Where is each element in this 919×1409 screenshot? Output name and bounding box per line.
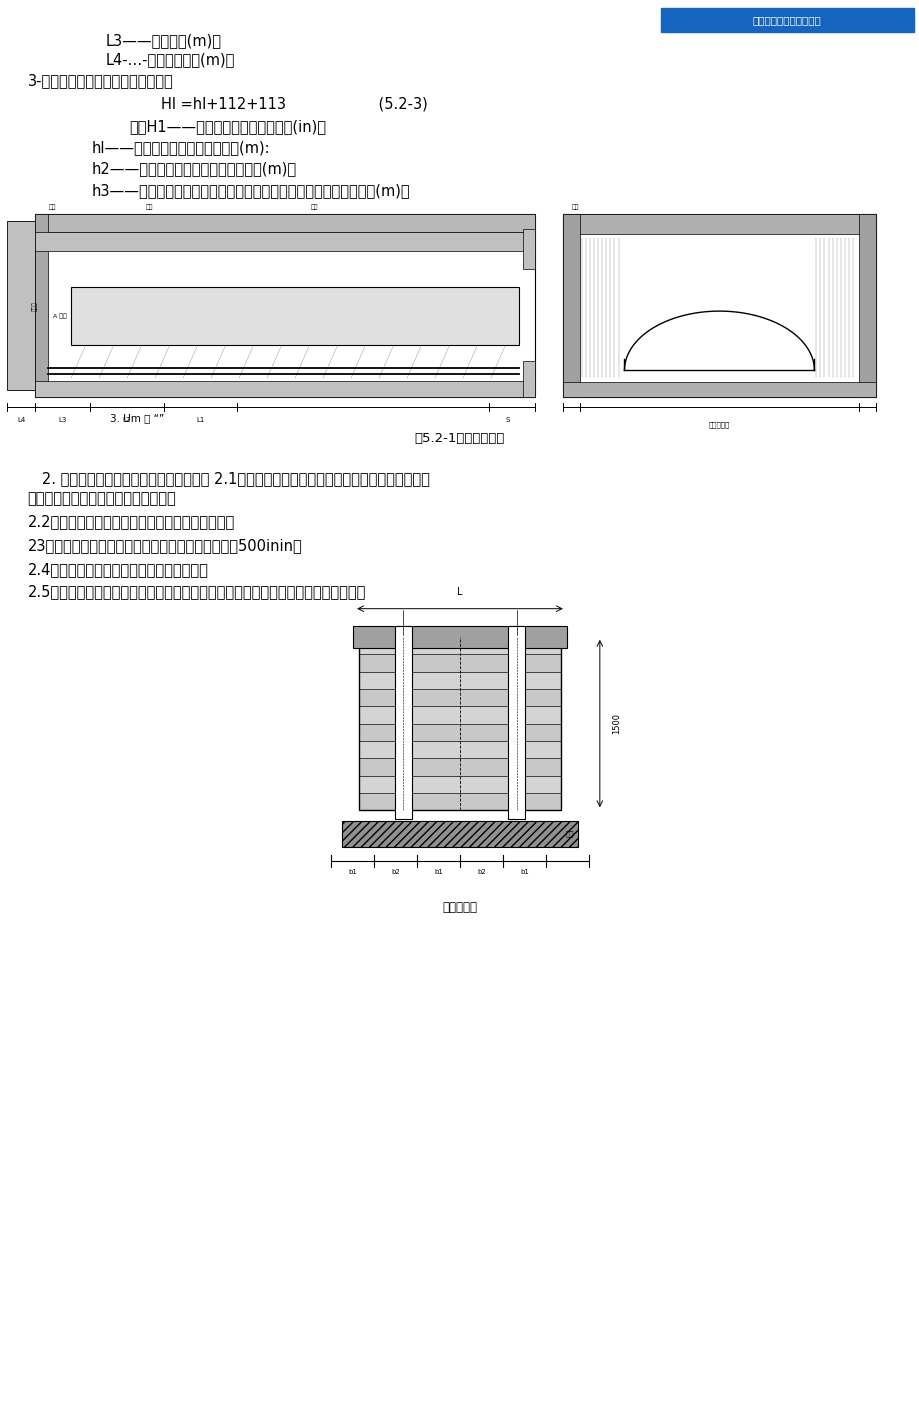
Text: 式中H1——顶进坑地面至坑底的深度(in)：: 式中H1——顶进坑地面至坑底的深度(in)： (129, 120, 325, 134)
Bar (562, 382, 875, 397)
Text: L4: L4 (17, 417, 25, 423)
Text: 顶铁: 顶铁 (145, 204, 153, 210)
Bar (71, 286, 518, 345)
Text: L2: L2 (123, 417, 130, 423)
Bar (358, 672, 561, 689)
Bar (358, 724, 561, 741)
Bar (7, 221, 35, 390)
Text: 3. Um 流 “”: 3. Um 流 “” (110, 413, 165, 424)
Bar (342, 821, 577, 847)
Bar (358, 689, 561, 706)
Text: b1: b1 (519, 869, 528, 875)
Text: 基底: 基底 (565, 831, 573, 837)
Text: b1: b1 (348, 869, 357, 875)
Bar (562, 214, 875, 397)
Text: L4-…-后背墙的厚度(m)。: L4-…-后背墙的厚度(m)。 (106, 52, 235, 66)
Text: L: L (457, 588, 462, 597)
Bar (35, 214, 535, 232)
Text: 23装配式后背墙的底端宜在工作坑底以下，不宜小于500inin；: 23装配式后背墙的底端宜在工作坑底以下，不宜小于500inin； (28, 538, 302, 552)
Bar (394, 626, 411, 819)
Text: 2.5组装后背墙的构件在同层内的规格应一致，各层之间的接车应紧贴，并层层固定。: 2.5组装后背墙的构件在同层内的规格应一致，各层之间的接车应紧贴，并层层固定。 (28, 585, 366, 599)
Text: h3——基础及其垫层的厚度。但不应小于该处井室的基础及垫层厚度(m)。: h3——基础及其垫层的厚度。但不应小于该处井室的基础及垫层厚度(m)。 (92, 183, 410, 197)
Text: L3: L3 (58, 417, 67, 423)
FancyBboxPatch shape (660, 8, 913, 32)
Text: 2.4后背土体壁面应与后背墙贴紧填塞密实；: 2.4后背土体壁面应与后背墙贴紧填塞密实； (28, 562, 209, 576)
Text: 装后的后背墙应有足够的强度和刚度；: 装后的后背墙应有足够的强度和刚度； (28, 492, 176, 506)
Bar (358, 741, 561, 758)
Bar (35, 380, 535, 397)
Bar (35, 214, 48, 397)
Bar (358, 637, 561, 810)
Text: 3-工作坑深度应符合下列公式要求：: 3-工作坑深度应符合下列公式要求： (28, 73, 173, 87)
Text: S: S (505, 417, 509, 423)
Bar (35, 214, 535, 397)
Bar (562, 214, 579, 397)
Bar (508, 626, 525, 819)
Text: b2: b2 (477, 869, 485, 875)
Text: Hl =hl+112+113                    (5.2-3): Hl =hl+112+113 (5.2-3) (161, 97, 427, 111)
Text: 顶铁: 顶铁 (311, 204, 318, 210)
Bar (358, 637, 561, 654)
Text: 图5.2-1工作坑布置图: 图5.2-1工作坑布置图 (414, 431, 505, 445)
Text: hl——地面至管道底部外缘的深度(m):: hl——地面至管道底部外缘的深度(m): (92, 141, 270, 155)
Bar (353, 626, 566, 648)
Text: 建筑资料下载就在筑龙网: 建筑资料下载就在筑龙网 (752, 15, 821, 25)
Bar (342, 821, 577, 847)
Text: A 管涵: A 管涵 (52, 313, 66, 318)
Text: b1: b1 (434, 869, 442, 875)
Text: 后背墙: 后背墙 (32, 302, 38, 310)
Text: L3——顶铁长度(m)；: L3——顶铁长度(m)； (106, 34, 221, 48)
Bar (358, 775, 561, 793)
Text: 2. 采用装配式后背墙时应符合下列规定： 2.1装配式后背墙宜采用方木、型钉或钉板等组装，组: 2. 采用装配式后背墙时应符合下列规定： 2.1装配式后背墙宜采用方木、型钉或钉… (28, 472, 429, 486)
Bar (523, 228, 535, 269)
Text: 顶板: 顶板 (49, 204, 56, 210)
Bar (358, 654, 561, 672)
Bar (523, 361, 535, 397)
Text: 2.2后背土体壁面应平整，并与管道顶进方向垂直；: 2.2后背土体壁面应平整，并与管道顶进方向垂直； (28, 514, 234, 528)
Text: 土工截面图: 土工截面图 (708, 421, 730, 428)
Bar (358, 793, 561, 810)
Bar (358, 758, 561, 775)
Bar (562, 214, 875, 234)
Text: b2: b2 (391, 869, 400, 875)
Text: h2——管道外缘底部至导轨底面的高度(m)：: h2——管道外缘底部至导轨底面的高度(m)： (92, 162, 297, 176)
Bar (358, 706, 561, 724)
Text: 管道: 管道 (572, 204, 579, 210)
Bar (35, 232, 535, 251)
Bar (858, 214, 875, 397)
Text: 1500: 1500 (611, 713, 620, 734)
Text: 乃乃剪面图: 乃乃剪面图 (442, 900, 477, 914)
Text: L1: L1 (196, 417, 205, 423)
